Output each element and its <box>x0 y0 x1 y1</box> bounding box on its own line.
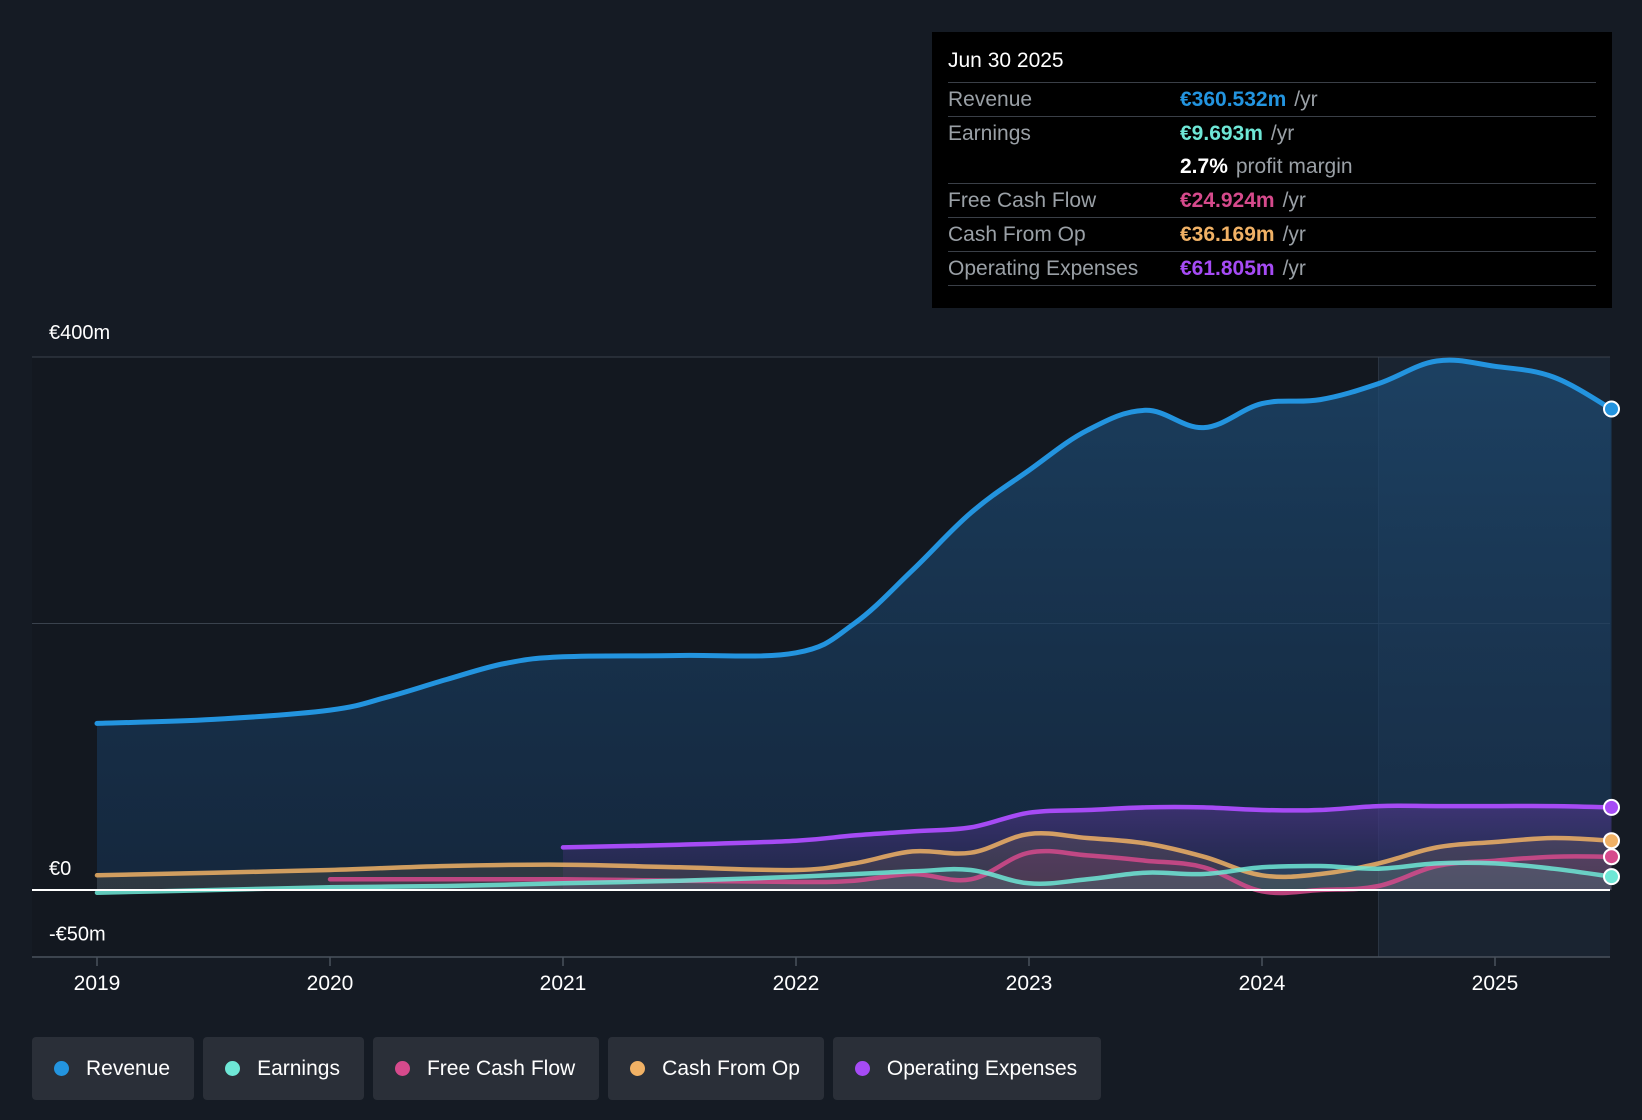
y-axis-label: €0 <box>49 858 71 880</box>
x-tick-label: 2023 <box>1006 972 1053 995</box>
revenue-line <box>94 357 1614 726</box>
x-tick-label: 2020 <box>307 972 354 995</box>
x-tick-label: 2021 <box>540 972 587 995</box>
tooltip-panel: Jun 30 2025 Revenue €360.532m /yr Earnin… <box>932 32 1612 308</box>
x-tick-label: 2025 <box>1472 972 1519 995</box>
tooltip-unit: /yr <box>1282 222 1306 246</box>
legend-item-operating-expenses[interactable]: Operating Expenses <box>832 1037 1102 1100</box>
legend-dot-icon <box>225 1061 241 1076</box>
legend-item-cash-from-op[interactable]: Cash From Op <box>608 1037 824 1100</box>
tooltip-label: Earnings <box>948 121 1031 145</box>
tooltip-row-revenue: Revenue €360.532m /yr <box>948 82 1596 116</box>
profit-margin-value: 2.7% <box>1180 154 1228 178</box>
earnings-end-marker <box>1603 868 1620 886</box>
x-tick-label: 2019 <box>74 972 121 995</box>
legend-dot-icon <box>854 1061 870 1076</box>
cash-from-op-area <box>97 833 1612 890</box>
tooltip-row-earnings: Earnings €9.693m /yr <box>948 116 1596 150</box>
tooltip-value: €360.532m <box>1180 87 1287 111</box>
legend-dot-icon <box>630 1061 646 1076</box>
tooltip-unit: /yr <box>1270 121 1295 145</box>
legend-dot-icon <box>394 1061 410 1076</box>
operating-expenses-end-marker <box>1603 798 1620 816</box>
legend-item-earnings[interactable]: Earnings <box>203 1037 364 1100</box>
cash-from-op-end-marker <box>1603 832 1620 850</box>
operating-expenses-line <box>560 803 1614 850</box>
legend-label: Earnings <box>257 1056 340 1080</box>
tooltip-row-cash-from-op: Cash From Op €36.169m /yr <box>948 217 1596 251</box>
tooltip-label: Revenue <box>948 87 1033 111</box>
legend-label: Free Cash Flow <box>426 1056 576 1080</box>
tooltip-value: €9.693m <box>1180 121 1263 145</box>
tooltip-row-free-cash-flow: Free Cash Flow €24.924m /yr <box>948 183 1596 217</box>
legend-dot-icon <box>54 1061 69 1076</box>
tooltip-label: Operating Expenses <box>948 256 1139 280</box>
tooltip-value: €24.924m <box>1180 188 1275 212</box>
tooltip-unit: /yr <box>1282 256 1306 280</box>
y-axis-label: -€50m <box>49 924 106 946</box>
earnings-line <box>94 860 1614 895</box>
x-tick-label: 2022 <box>773 972 820 995</box>
legend-label: Cash From Op <box>662 1056 800 1080</box>
chart-legend: Revenue Earnings Free Cash Flow Cash Fro… <box>32 1037 1102 1100</box>
tooltip-value: €36.169m <box>1180 222 1275 246</box>
legend-item-free-cash-flow[interactable]: Free Cash Flow <box>372 1037 600 1100</box>
earnings-area <box>97 862 1612 893</box>
tooltip-label: Free Cash Flow <box>948 188 1097 212</box>
tooltip-row-operating-expenses: Operating Expenses €61.805m /yr <box>948 251 1596 286</box>
tooltip-date: Jun 30 2025 <box>948 49 1064 72</box>
cash-from-op-line <box>94 831 1614 880</box>
legend-item-revenue[interactable]: Revenue <box>32 1037 195 1100</box>
tooltip-unit: /yr <box>1282 188 1306 212</box>
legend-label: Operating Expenses <box>886 1056 1078 1080</box>
tooltip-value: €61.805m <box>1180 256 1275 280</box>
x-tick-label: 2024 <box>1239 972 1286 995</box>
tooltip-unit: /yr <box>1294 87 1318 111</box>
tooltip-row-profit-margin: 2.7% profit margin <box>948 150 1596 183</box>
revenue-end-marker <box>1603 400 1620 418</box>
profit-margin-label: profit margin <box>1235 154 1353 178</box>
legend-label: Revenue <box>86 1056 171 1080</box>
free-cash-flow-end-marker <box>1603 848 1620 866</box>
tooltip-label: Cash From Op <box>948 222 1086 246</box>
y-axis-label: €400m <box>49 322 110 344</box>
